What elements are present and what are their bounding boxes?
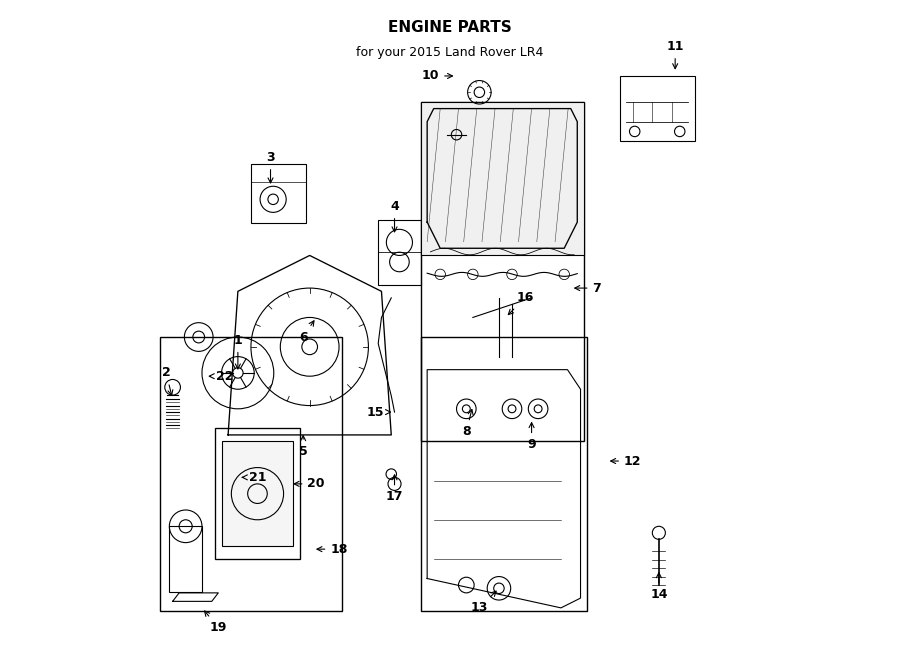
Text: 13: 13 [471,591,496,614]
Text: 19: 19 [204,611,227,634]
Bar [221,442,293,546]
Text: 10: 10 [422,69,453,83]
Text: 17: 17 [386,475,403,504]
Bar [159,337,342,611]
Bar [251,164,306,223]
Text: for your 2015 Land Rover LR4: for your 2015 Land Rover LR4 [356,46,544,59]
Text: 9: 9 [527,422,536,451]
Bar [169,526,202,592]
Text: 7: 7 [575,282,601,295]
Text: 4: 4 [390,200,399,232]
Bar [620,76,695,141]
Bar [378,219,420,285]
Bar [420,102,584,442]
Text: ENGINE PARTS: ENGINE PARTS [388,20,512,35]
Text: 18: 18 [317,543,347,556]
Text: 14: 14 [650,572,668,602]
Text: 15: 15 [366,406,391,418]
Bar [420,337,587,611]
Text: 20: 20 [294,477,325,490]
Bar [420,102,584,254]
Text: 11: 11 [666,40,684,69]
Text: 3: 3 [266,151,274,183]
Text: 6: 6 [299,321,314,344]
Text: 2: 2 [162,366,173,395]
Text: 16: 16 [508,292,534,315]
Text: 8: 8 [462,409,473,438]
Text: 12: 12 [611,455,642,467]
Text: 5: 5 [299,436,308,458]
Text: 22: 22 [210,369,234,383]
Text: 21: 21 [242,471,266,484]
Text: 1: 1 [233,334,242,369]
Bar [215,428,300,559]
